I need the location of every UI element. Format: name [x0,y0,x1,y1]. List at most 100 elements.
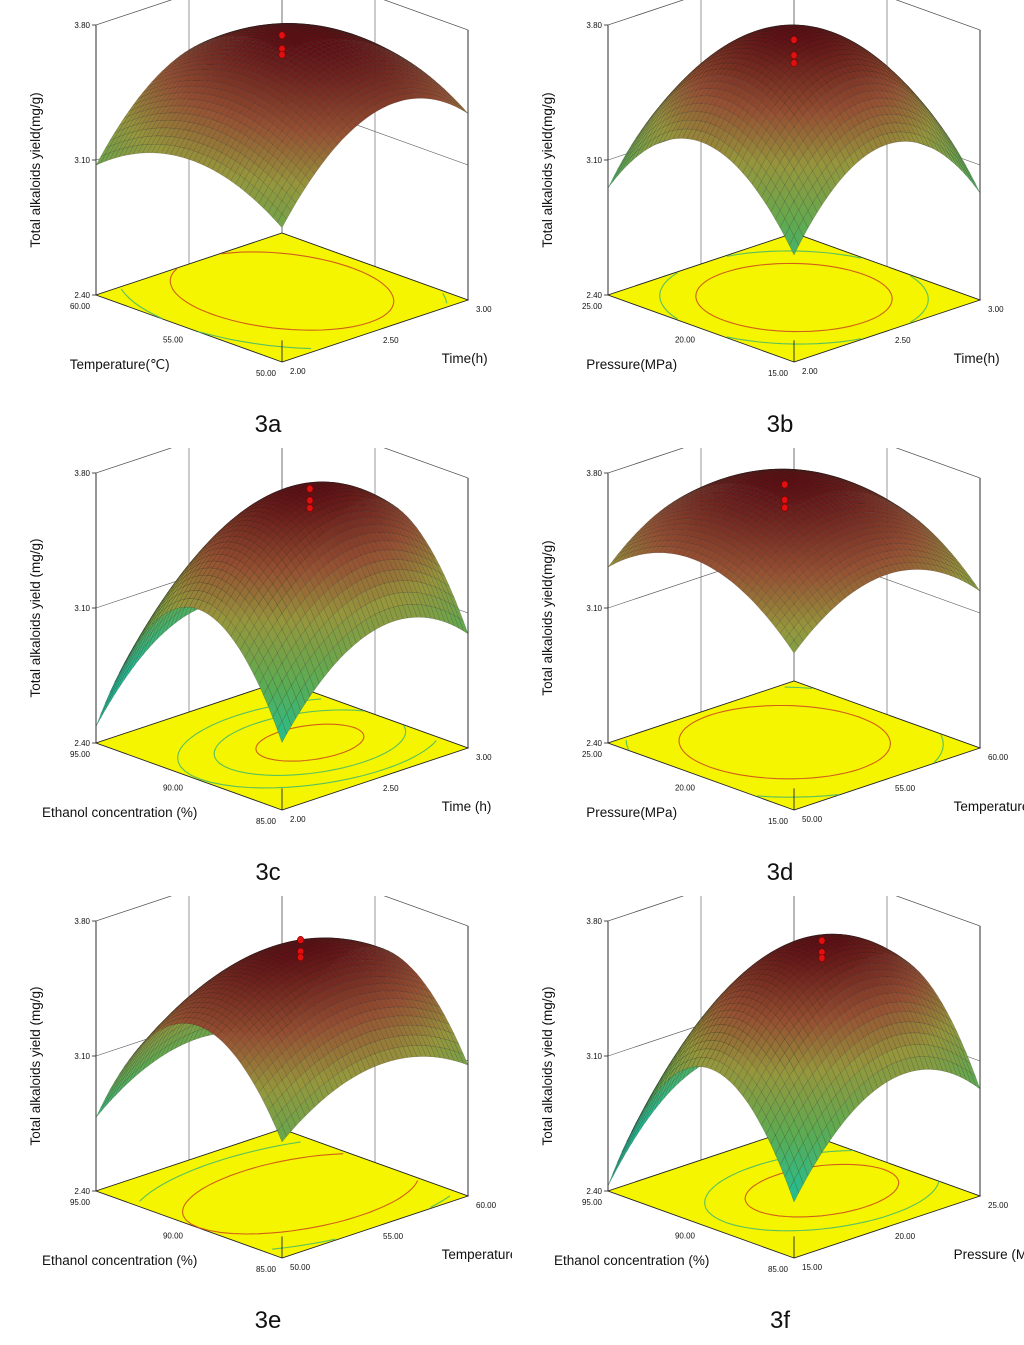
surface-cell [663,115,674,128]
surface-cell [914,113,925,125]
surface-cell [230,32,241,36]
surface-cell [784,176,795,194]
wall-grid-line [607,448,981,479]
surface-cell [202,39,213,45]
surface-cell [896,77,906,88]
surface-cell [314,26,324,29]
surface-cell [384,594,394,609]
surface-cell [742,53,753,61]
surface-cell [128,137,139,148]
surface-cell [193,142,204,153]
surface-cell [747,61,758,69]
surface-cell [221,32,231,37]
surface-cell [155,88,167,97]
surface-cell [291,484,301,487]
surface-cell [733,38,743,44]
surface-cell [747,85,758,96]
surface-cell [188,92,199,100]
surface-cell [188,99,199,108]
surface-cell [640,135,651,149]
surface-cell [407,519,418,529]
x-tick-label: 85.00 [256,817,277,826]
surface-cell [384,47,394,53]
surface-cell [388,69,399,75]
surface-cell [853,54,865,61]
surface-cell [402,78,413,84]
surface-cell [654,133,665,146]
surface-cell [649,118,660,131]
floor-contour-line [625,686,944,798]
contour-floor [606,680,982,811]
surface-cell [309,162,320,175]
surface-cell [221,616,232,632]
surface-cell [756,151,767,167]
surface-cell [100,145,111,158]
surface-cell [309,24,320,27]
surface-cell [356,113,366,123]
surface-cell [272,689,283,710]
surface-cell [421,593,432,607]
surface-cell [900,95,911,107]
surface-cell [221,524,232,532]
surface-cell [188,122,199,132]
x-tick-label: 60.00 [70,302,91,311]
surface-cell [230,102,241,112]
floor-contour-line [120,288,448,350]
panel-caption: 3b [767,411,794,438]
surface-cell [686,79,697,89]
surface-cell [174,112,185,122]
surface-cell [235,634,246,651]
surface-cell [226,519,236,527]
surface-cell [435,86,445,94]
surface-cell [277,213,287,229]
surface-cell [360,490,371,496]
surface-cell [239,124,250,136]
design-points [306,484,314,513]
surface-cell [179,138,190,149]
surface-cell [747,168,758,185]
surface-cell [900,101,911,112]
surface-cell [742,82,753,93]
surface-cell [961,162,971,178]
surface-cell [188,569,199,580]
surface-cell [235,175,246,189]
surface-cell [617,161,627,177]
surface-cell [770,25,781,28]
surface-cell [793,209,804,228]
surface-cell [342,31,352,35]
surface-cell [891,131,902,143]
surface-cell [645,126,655,140]
surface-cell [854,43,864,50]
surface-cell [402,58,413,65]
surface-cell [179,50,190,57]
surface-cell [947,140,957,154]
surface-cell [700,75,711,84]
surface-cell [947,147,957,162]
surface-cell [188,53,199,60]
surface-cell [849,46,860,53]
surface-cell [407,592,418,605]
surface-cell [328,129,339,140]
surface-cell [277,175,287,189]
surface-cell [235,525,246,531]
surface-plot-3b: 2.40 3.10 3.80 Total alkaloids yield(mg/g) 2… [512,0,1024,448]
surface-cell [900,79,911,90]
z-tick-label: 3.10 [586,156,602,165]
surface-plot-3d: 2.40 3.10 3.80 Total alkaloids yield(mg/g) 2… [512,448,1024,896]
surface-cell [756,34,767,38]
surface-cell [849,71,860,79]
surface-cell [714,127,725,140]
surface-cell [686,69,697,79]
surface-cell [449,97,459,106]
surface-cell [151,135,162,145]
surface-cell [384,502,394,510]
surface-cell [849,64,860,72]
surface-cell [235,30,245,34]
surface-cell [724,45,734,52]
surface-cell [895,106,906,117]
surface-cell [388,79,399,85]
surface-cell [198,134,208,145]
surface-cell [142,144,153,154]
